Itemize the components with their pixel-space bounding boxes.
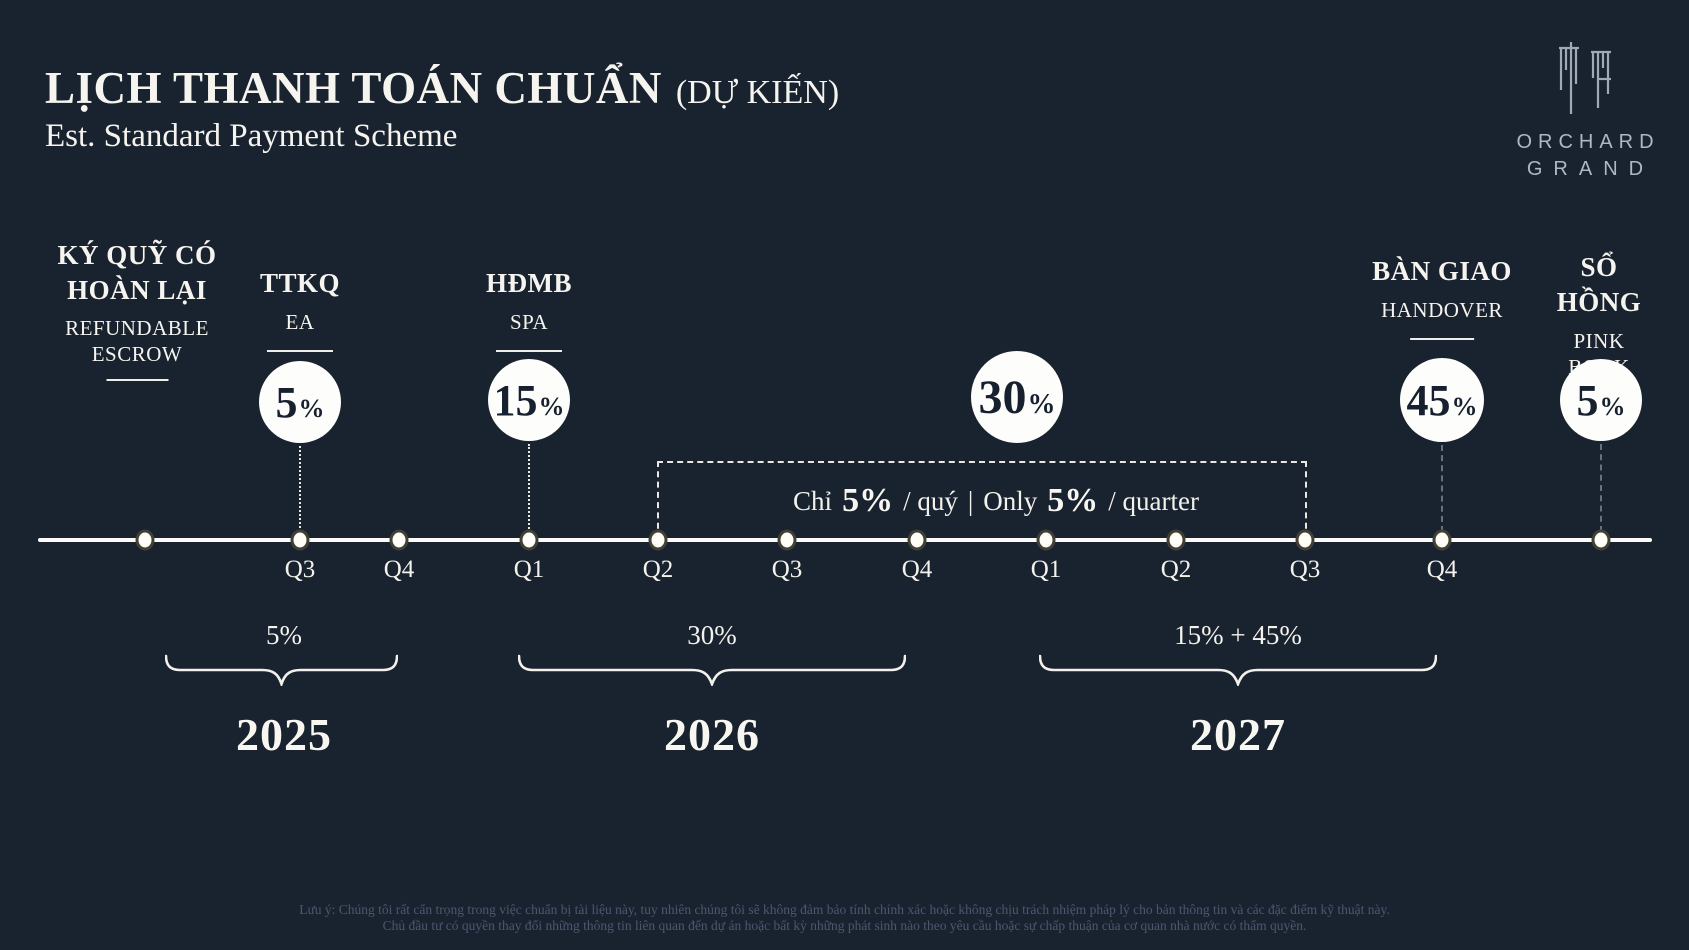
milestone-label-en: ESCROW xyxy=(91,342,183,366)
percent-unit: % xyxy=(538,391,565,421)
milestone-label-vi: SỔ HỒNG xyxy=(1556,252,1642,317)
payment-circle-spa: 15% xyxy=(488,359,570,441)
milestone-label-en: EA xyxy=(285,310,315,334)
timeline-dot xyxy=(1591,529,1611,551)
disclaimer: Lưu ý: Chúng tôi rất cẩn trọng trong việ… xyxy=(0,902,1689,934)
twin-towers-icon xyxy=(1559,42,1611,114)
percent-unit: % xyxy=(1599,391,1626,421)
quarter-label: Q3 xyxy=(1289,556,1321,583)
timeline-dot xyxy=(1432,529,1452,551)
label-underline xyxy=(106,379,168,381)
payment-circle-ea: 5% xyxy=(259,361,341,443)
note-divider: | xyxy=(967,485,974,516)
connector-dashed-line xyxy=(1441,445,1443,532)
disclaimer-line2: Chủ đầu tư có quyền thay đổi những thông… xyxy=(382,918,1307,933)
period-amount: 30% xyxy=(687,620,737,650)
quarter-label: Q1 xyxy=(1030,556,1062,583)
percent-unit: % xyxy=(1027,388,1056,420)
period-year: 2026 xyxy=(664,709,760,760)
payment-circle-quarterly: 30% xyxy=(971,351,1063,443)
brand-name-line2: GRAND xyxy=(1526,158,1655,180)
milestone-spa: HĐMB SPA xyxy=(486,266,572,352)
timeline-dot xyxy=(907,529,927,551)
timeline-dot xyxy=(135,529,155,551)
timeline-axis xyxy=(38,538,1652,542)
label-underline xyxy=(1409,338,1474,340)
timeline-dot xyxy=(648,529,668,551)
percent-value: 5 xyxy=(1576,375,1599,425)
quarter-label: Q3 xyxy=(771,556,803,583)
timeline-dot xyxy=(777,529,797,551)
connector-dotted-line xyxy=(528,444,530,532)
period-amount: 5% xyxy=(266,620,302,650)
quarter-label: Q1 xyxy=(513,556,545,583)
note-percent-en: 5% xyxy=(1047,482,1099,519)
note-text-en: / quarter xyxy=(1108,485,1199,516)
timeline-dot xyxy=(1295,529,1315,551)
quarter-label: Q2 xyxy=(1160,556,1192,583)
milestone-refundable-escrow: KÝ QUỸ CÓ HOÀN LẠI REFUNDABLE ESCROW xyxy=(58,238,217,381)
note-text-vi: / quý xyxy=(903,485,958,516)
quarter-label: Q4 xyxy=(383,556,415,583)
milestone-label-en: REFUNDABLE xyxy=(65,316,209,340)
milestone-label-vi: HOÀN LẠI xyxy=(67,275,207,305)
page-subtitle: Est. Standard Payment Scheme xyxy=(45,118,458,154)
percent-value: 30 xyxy=(978,370,1027,424)
note-text-en: Only xyxy=(983,485,1038,516)
timeline-dot xyxy=(1166,529,1186,551)
percent-value: 15 xyxy=(493,375,538,425)
timeline-dot xyxy=(290,529,310,551)
timeline-dot xyxy=(1036,529,1056,551)
year-brace xyxy=(1039,654,1437,686)
payment-circle-pink-book: 5% xyxy=(1560,359,1642,441)
year-brace xyxy=(165,654,398,686)
connector-dashed-line xyxy=(1600,444,1602,532)
milestone-label-en: SPA xyxy=(509,310,549,334)
timeline-dot xyxy=(519,529,539,551)
percent-value: 45 xyxy=(1406,375,1451,425)
payment-circle-handover: 45% xyxy=(1400,358,1484,442)
connector-dotted-line xyxy=(299,446,301,532)
milestone-label-vi: HĐMB xyxy=(486,268,572,298)
percent-unit: % xyxy=(298,393,325,423)
milestone-label-en: HANDOVER xyxy=(1381,298,1503,322)
quarter-label: Q4 xyxy=(1426,556,1458,583)
period-year: 2025 xyxy=(236,709,332,760)
label-underline xyxy=(267,350,333,352)
milestone-label-vi: KÝ QUỸ CÓ xyxy=(57,240,217,270)
brand-logo: ORCHARD GRAND xyxy=(1505,38,1665,181)
milestone-label-vi: TTKQ xyxy=(259,268,341,298)
label-underline xyxy=(496,350,562,352)
header-titles: LỊCH THANH TOÁN CHUẨN (DỰ KIẾN) Est. Sta… xyxy=(45,62,839,155)
period-year: 2027 xyxy=(1190,709,1286,760)
page-title-vi: LỊCH THANH TOÁN CHUẨN xyxy=(45,63,662,113)
quarter-label: Q2 xyxy=(642,556,674,583)
milestone-label-vi: BÀN GIAO xyxy=(1372,256,1512,286)
timeline-dot xyxy=(389,529,409,551)
note-percent-vi: 5% xyxy=(842,482,894,519)
year-brace xyxy=(518,654,906,686)
milestone-handover: BÀN GIAO HANDOVER xyxy=(1372,254,1512,340)
milestone-ea: TTKQ EA xyxy=(260,266,340,352)
period-amount: 15% + 45% xyxy=(1174,620,1302,650)
disclaimer-line1: Lưu ý: Chúng tôi rất cẩn trọng trong việ… xyxy=(299,902,1390,917)
page-title-note: (DỰ KIẾN) xyxy=(675,74,840,111)
page-title: LỊCH THANH TOÁN CHUẨN (DỰ KIẾN) xyxy=(45,62,839,114)
brand-name-line1: ORCHARD xyxy=(1516,131,1660,153)
quarter-label: Q4 xyxy=(901,556,933,583)
percent-unit: % xyxy=(1451,391,1478,421)
quarterly-note-box: Chỉ 5% / quý | Only 5% / quarter xyxy=(657,461,1307,539)
note-text-vi: Chỉ xyxy=(793,485,833,516)
percent-value: 5 xyxy=(275,377,298,427)
quarter-label: Q3 xyxy=(284,556,316,583)
